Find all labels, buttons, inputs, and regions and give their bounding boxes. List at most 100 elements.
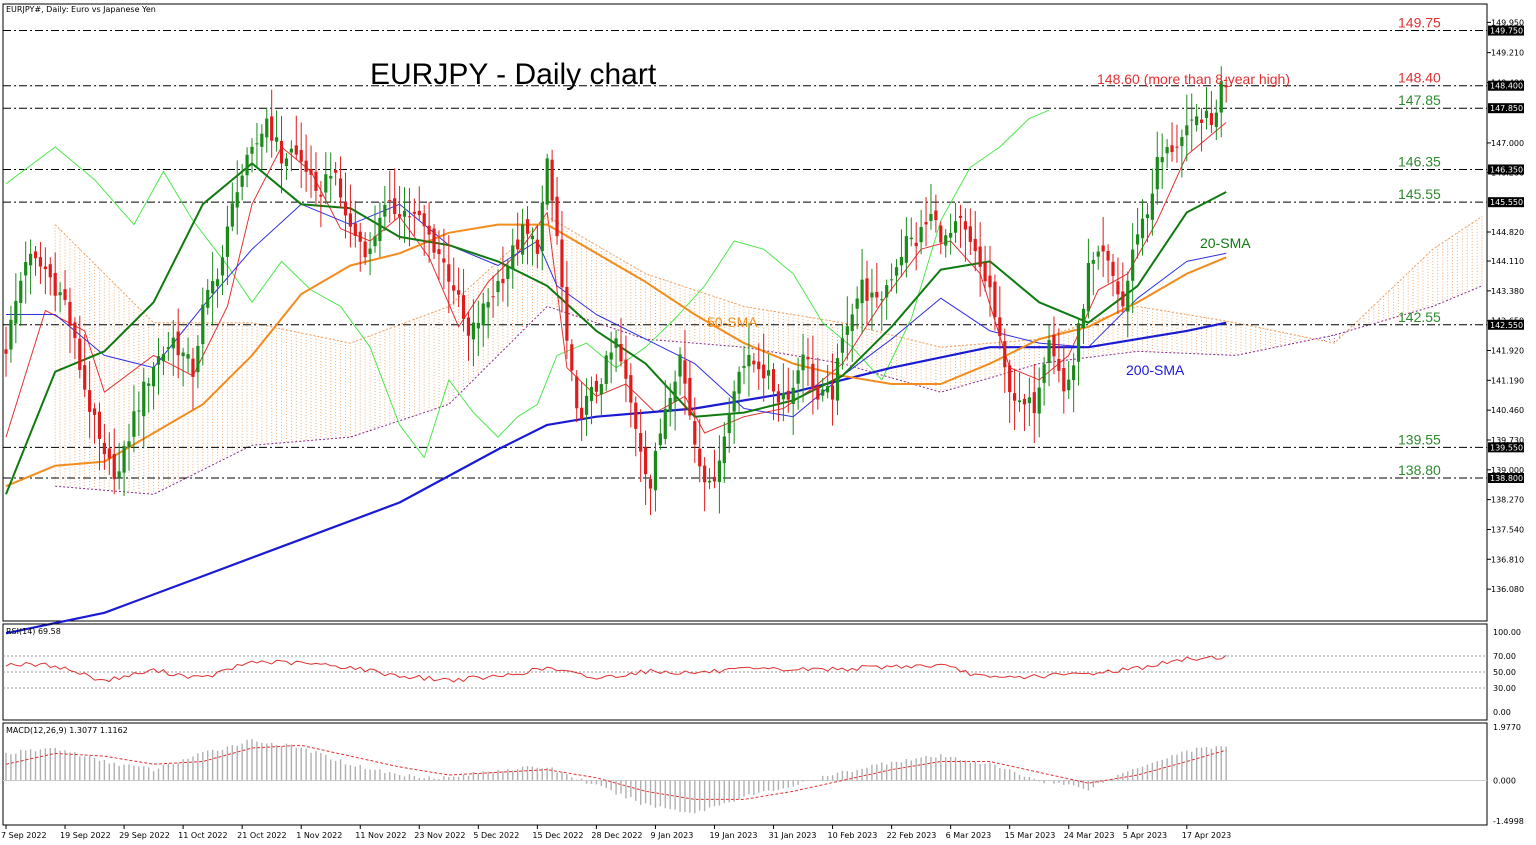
candle-body	[1008, 365, 1012, 393]
candle-body	[993, 281, 997, 318]
candle-body	[757, 361, 761, 370]
candle-body	[1116, 281, 1120, 295]
candle-body	[747, 354, 751, 367]
candle-body	[334, 169, 338, 173]
candle-body	[988, 275, 992, 288]
macd-tick-label: 0.000	[1493, 776, 1516, 785]
candle-body	[92, 408, 97, 415]
candle-body	[1047, 340, 1051, 364]
candle-body	[653, 450, 658, 491]
candle-body	[43, 266, 47, 270]
candle-body	[19, 280, 23, 303]
candle-body	[1037, 387, 1041, 414]
candle-body	[486, 302, 490, 308]
candle-body	[1131, 249, 1135, 281]
candle-body	[604, 355, 608, 384]
chart-title: EURJPY - Daily chart	[370, 58, 657, 91]
candle-body	[245, 154, 249, 176]
candle-body	[963, 221, 967, 230]
candle-body	[717, 460, 721, 482]
date-tick-label: 24 Mar 2023	[1064, 831, 1115, 840]
candle-body	[806, 356, 810, 360]
support-resistance-levels	[3, 30, 1487, 479]
candle-body	[1140, 218, 1145, 239]
candle-body	[29, 253, 33, 266]
macd-signal-line	[5, 744, 1227, 800]
candle-body	[304, 160, 308, 172]
rsi-series	[3, 655, 1487, 689]
candle-body	[1160, 157, 1164, 163]
candle-body	[240, 175, 244, 187]
candle-body	[909, 237, 913, 240]
rsi-line	[5, 655, 1227, 683]
candle-body	[540, 202, 544, 252]
price-tag-box	[1488, 80, 1524, 91]
candle-body	[329, 175, 333, 179]
candle-body	[14, 300, 18, 324]
candle-body	[97, 411, 102, 439]
candle-body	[949, 232, 953, 238]
candle-body	[614, 338, 618, 348]
date-tick-label: 22 Feb 2023	[887, 831, 937, 840]
candle-body	[196, 345, 200, 373]
candle-body	[1091, 260, 1095, 264]
candle-body	[78, 338, 82, 370]
candle-body	[1204, 110, 1209, 119]
candle-body	[1150, 193, 1154, 220]
candle-body	[1042, 364, 1046, 383]
price-tag-label: 145.550	[1490, 198, 1523, 207]
candle-body	[402, 210, 407, 217]
candle-body	[63, 289, 67, 301]
candle-body	[1072, 365, 1076, 381]
macd-panel-frame	[2, 722, 1488, 826]
candle-body	[270, 116, 274, 141]
candle-body	[570, 344, 574, 371]
candle-body	[698, 448, 702, 467]
candle-body	[511, 245, 515, 270]
macd-title: MACD(12,26,9) 1.3077 1.1162	[6, 726, 128, 735]
candle-body	[1013, 393, 1017, 401]
candle-body	[998, 317, 1002, 337]
candle-body	[1076, 323, 1081, 362]
candle-body	[1062, 368, 1066, 392]
candle-body	[491, 296, 495, 298]
candle-body	[934, 210, 938, 221]
candle-body	[796, 370, 800, 384]
price-tick-label: 137.540	[1491, 525, 1524, 534]
price-tick-label: 136.810	[1491, 555, 1524, 564]
macd-tick-label: 1.9770	[1493, 723, 1521, 732]
candle-body	[890, 279, 894, 281]
candle-body	[506, 266, 510, 279]
candle-body	[461, 295, 466, 319]
level-label: 147.85	[1398, 92, 1441, 108]
candle-body	[835, 358, 840, 401]
candle-body	[206, 289, 210, 308]
candle-body	[830, 385, 835, 400]
candle-body	[899, 256, 904, 266]
candle-body	[1101, 245, 1105, 252]
candle-body	[299, 150, 303, 162]
main-panel: EURJPY#, Daily: Euro vs Japanese Yen 149…	[2, 3, 1524, 635]
date-tick-label: 5 Dec 2022	[473, 831, 519, 840]
candle-body	[826, 386, 830, 393]
candle-body	[781, 393, 785, 400]
price-tag-box	[1488, 25, 1524, 36]
candle-body	[1111, 261, 1115, 276]
candle-body	[112, 454, 116, 480]
candle-body	[668, 398, 672, 412]
candle-body	[102, 442, 106, 455]
price-tick-label: 147.000	[1491, 139, 1524, 148]
price-tag-label: 149.750	[1490, 27, 1523, 36]
candle-body	[1214, 112, 1218, 127]
candle-body	[688, 377, 692, 416]
candle-body	[580, 407, 584, 420]
candle-body	[1067, 379, 1071, 391]
candle-body	[9, 319, 13, 350]
candle-body	[584, 395, 589, 415]
candle-body	[432, 228, 436, 253]
candle-body	[530, 235, 535, 240]
price-tick-label: 139.000	[1491, 466, 1524, 475]
candle-body	[929, 213, 933, 221]
candle-body	[152, 366, 156, 387]
candle-body	[383, 204, 387, 217]
